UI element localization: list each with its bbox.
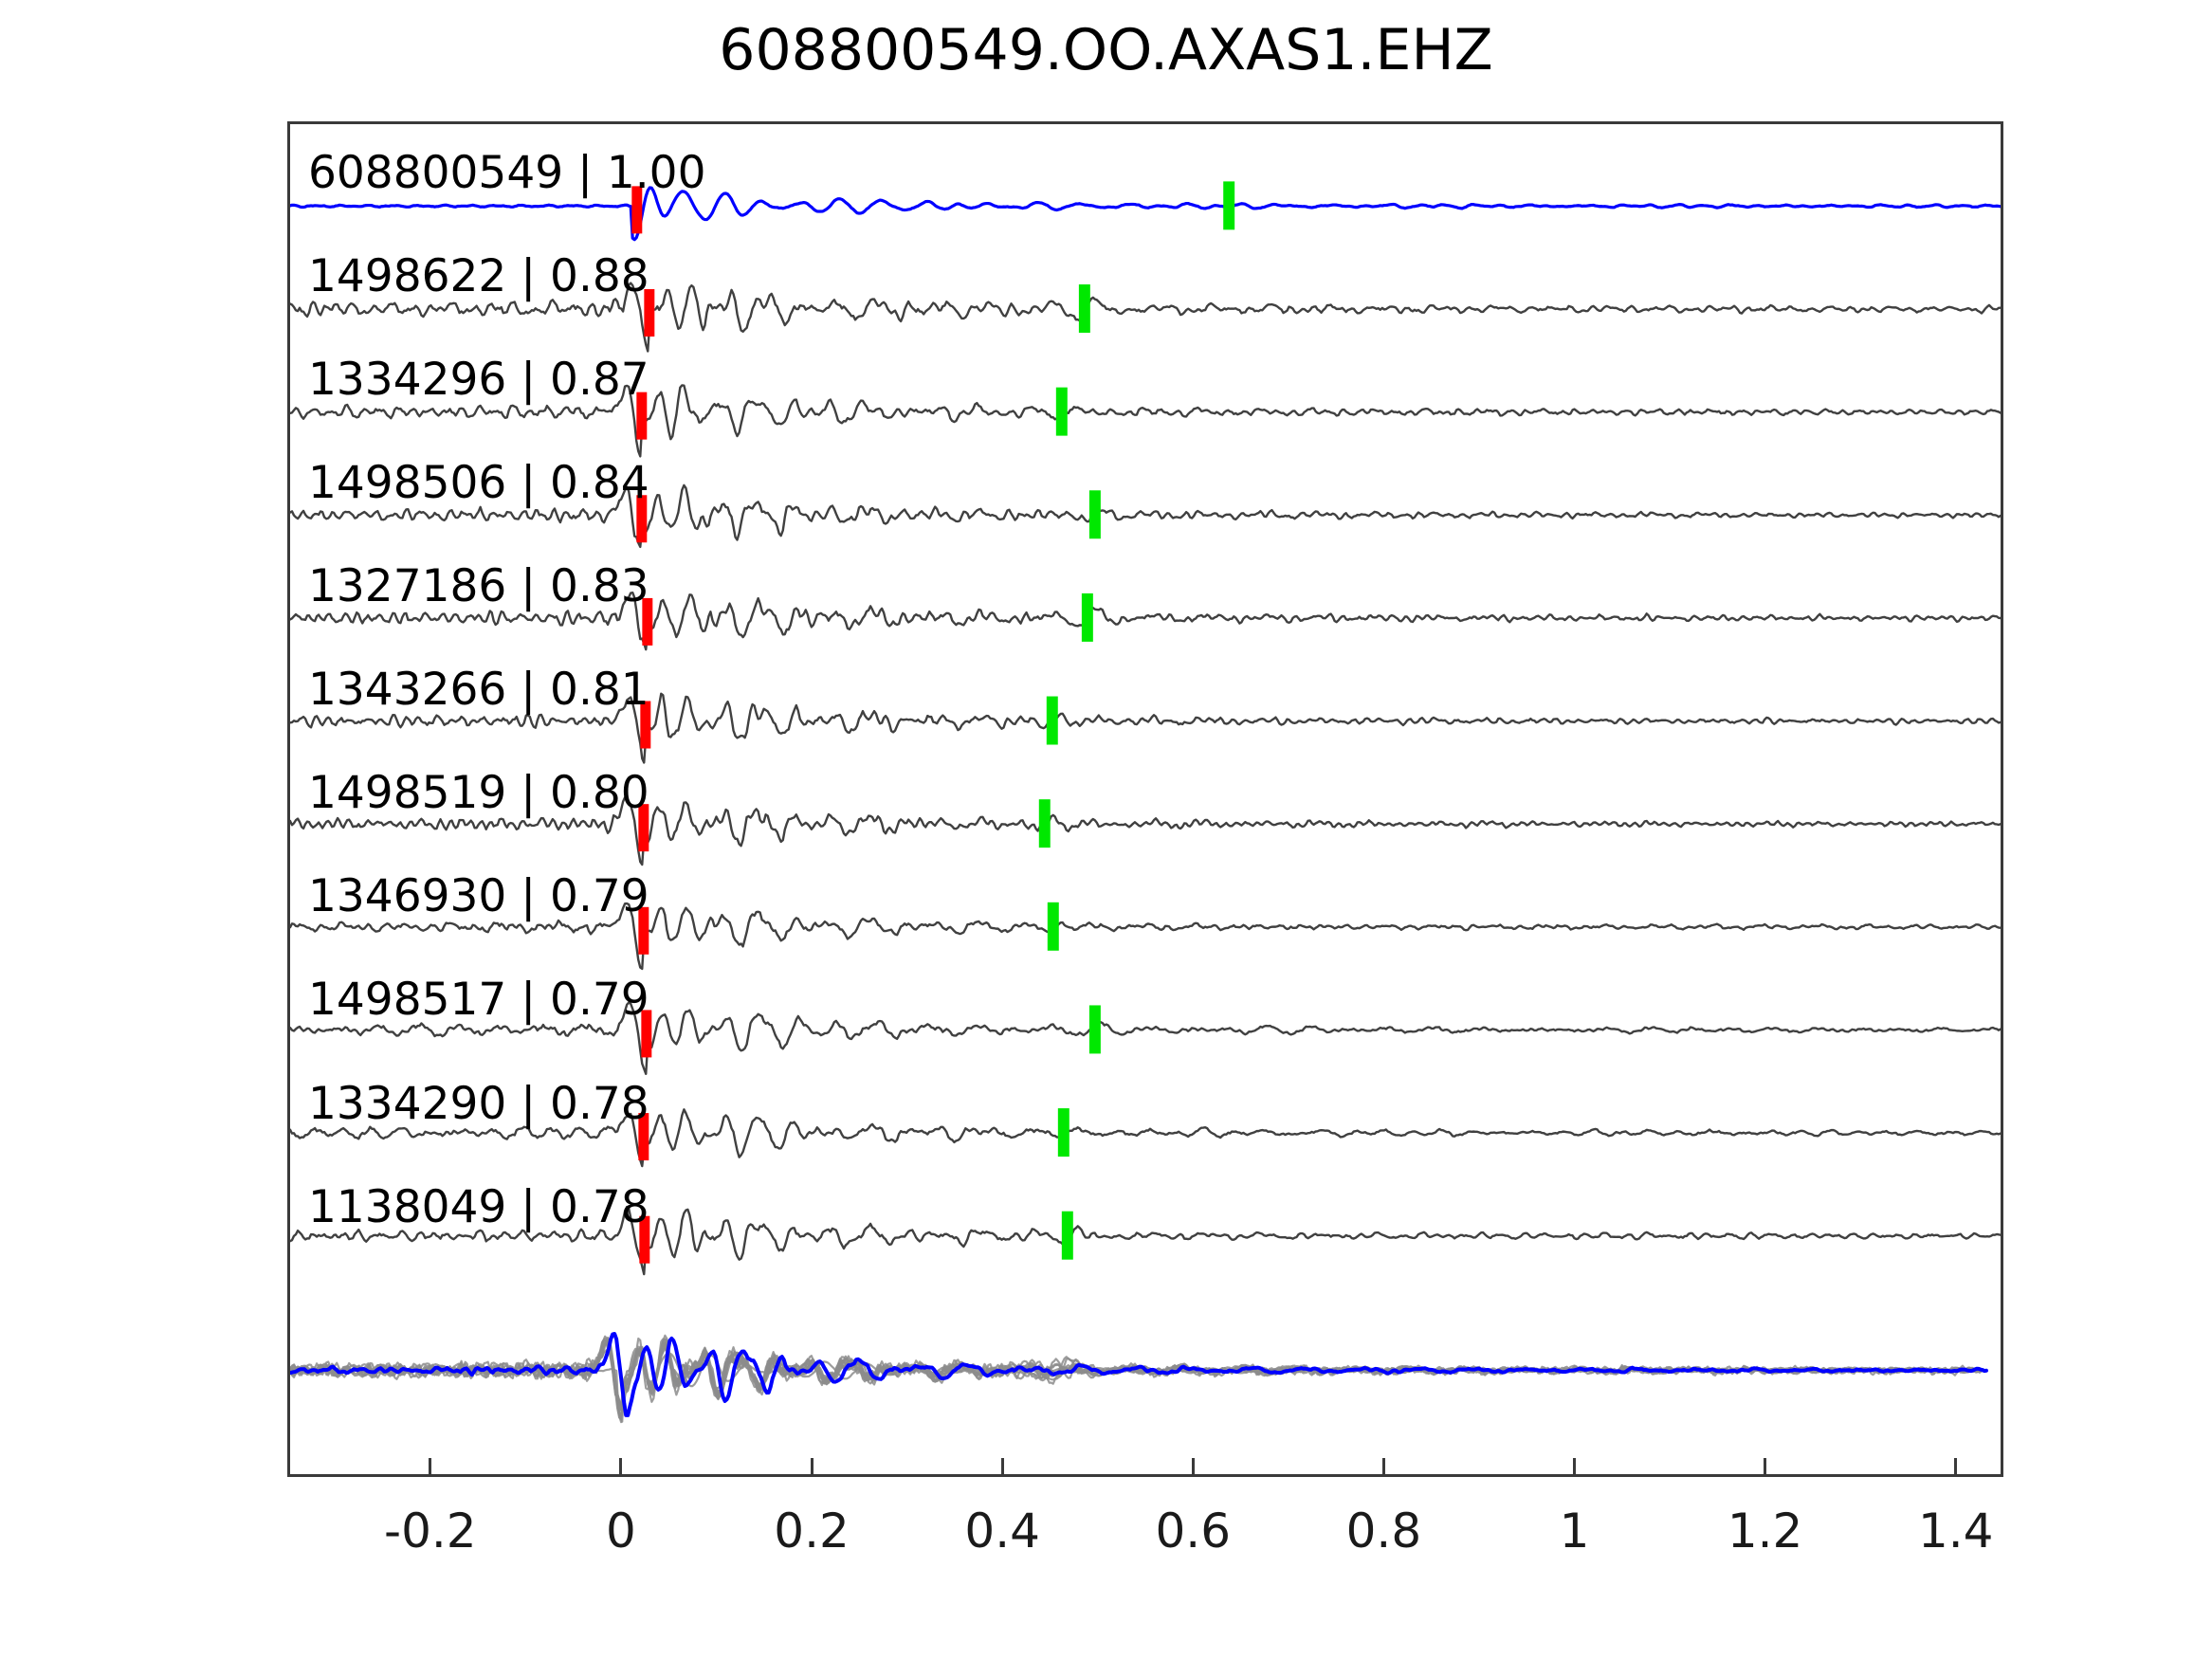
trace-label-1138049: 1138049 | 0.78 xyxy=(308,1180,649,1233)
p-pick-marker-1498622 xyxy=(644,289,655,337)
p-pick-marker-1334290 xyxy=(638,1113,649,1161)
x-tick-label-0.6: 0.6 xyxy=(1155,1504,1232,1559)
waveform-trace-1498517 xyxy=(290,1003,2001,1074)
pick-marker-layer xyxy=(631,181,1235,1264)
p-pick-marker-1498517 xyxy=(641,1010,652,1058)
x-tick-label-0.4: 0.4 xyxy=(964,1504,1040,1559)
waveform-trace-608800549 xyxy=(290,188,2001,240)
p-pick-marker-1498506 xyxy=(636,495,648,543)
s-pick-marker-1498622 xyxy=(1078,284,1090,333)
s-pick-marker-1343266 xyxy=(1046,696,1058,745)
x-tick-label-0: 0 xyxy=(606,1504,636,1559)
trace-label-1498506: 1498506 | 0.84 xyxy=(308,457,649,509)
waveform-trace-1346930 xyxy=(290,903,2001,969)
p-pick-marker-608800549 xyxy=(631,186,643,234)
trace-label-1327186: 1327186 | 0.83 xyxy=(308,560,649,613)
s-pick-marker-1138049 xyxy=(1061,1211,1073,1260)
trace-layer xyxy=(290,124,2001,1474)
x-tick-label-0.8: 0.8 xyxy=(1345,1504,1422,1559)
x-tick-label-0.2: 0.2 xyxy=(774,1504,850,1559)
s-pick-marker-608800549 xyxy=(1223,181,1235,230)
s-pick-marker-1346930 xyxy=(1047,902,1059,951)
p-pick-marker-1327186 xyxy=(642,597,653,646)
p-pick-marker-1498519 xyxy=(638,804,649,852)
waveform-trace-1498622 xyxy=(290,283,2001,352)
waveform-trace-1334296 xyxy=(290,385,2001,456)
trace-label-1498519: 1498519 | 0.80 xyxy=(308,767,649,820)
p-pick-marker-1138049 xyxy=(639,1215,650,1264)
waveform-trace-1498506 xyxy=(290,485,2001,547)
waveform-trace-1343266 xyxy=(290,694,2001,763)
waveform-trace-1327186 xyxy=(290,592,2001,649)
x-tick-label-1: 1 xyxy=(1559,1504,1590,1559)
p-pick-marker-1334296 xyxy=(636,392,648,440)
s-pick-marker-1498517 xyxy=(1088,1005,1101,1054)
waveform-trace-1138049 xyxy=(290,1207,2001,1274)
p-pick-marker-1346930 xyxy=(638,906,649,955)
s-pick-marker-1334290 xyxy=(1057,1108,1069,1158)
plot-canvas xyxy=(290,124,2001,1474)
trace-label-1346930: 1346930 | 0.79 xyxy=(308,870,649,923)
trace-label-608800549: 608800549 | 1.00 xyxy=(308,146,706,199)
x-tick-label--0.2: -0.2 xyxy=(384,1504,477,1559)
page-title: 608800549.OO.AXAS1.EHZ xyxy=(719,17,1493,83)
stack-mean-trace xyxy=(290,1334,1986,1415)
trace-label-1334296: 1334296 | 0.87 xyxy=(308,353,649,406)
trace-label-1343266: 1343266 | 0.81 xyxy=(308,664,649,717)
trace-label-1334290: 1334290 | 0.78 xyxy=(308,1077,649,1130)
waveform-plot-axes xyxy=(287,121,2003,1477)
trace-label-1498517: 1498517 | 0.79 xyxy=(308,974,649,1027)
x-tick-label-1.4: 1.4 xyxy=(1917,1504,1994,1559)
waveform-trace-1498519 xyxy=(290,797,2001,865)
s-pick-marker-1498519 xyxy=(1038,799,1051,848)
p-pick-marker-1343266 xyxy=(640,701,651,749)
s-pick-marker-1498506 xyxy=(1088,490,1101,539)
x-tick-label-1.2: 1.2 xyxy=(1727,1504,1803,1559)
waveform-trace-1334290 xyxy=(290,1109,2001,1166)
s-pick-marker-1334296 xyxy=(1055,387,1068,436)
trace-label-1498622: 1498622 | 0.88 xyxy=(308,249,649,302)
s-pick-marker-1327186 xyxy=(1081,592,1093,642)
